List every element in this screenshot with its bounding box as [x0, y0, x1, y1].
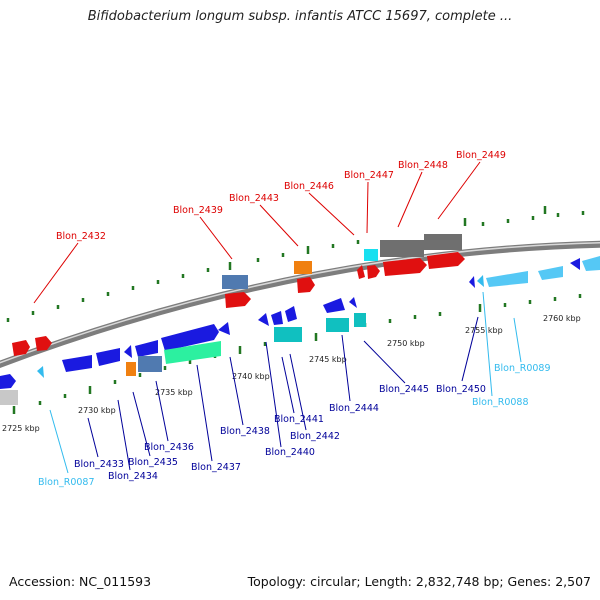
outer-scale-major-ticks	[228, 206, 547, 270]
gene-arrow	[570, 258, 580, 270]
gene-arrow	[383, 258, 427, 276]
gene-label-blon-r0088[interactable]: Blon_R0088	[472, 397, 529, 408]
gene-block	[126, 362, 136, 376]
gene-block	[354, 313, 366, 327]
gene-arrow	[538, 266, 563, 280]
gene-arrow	[297, 277, 315, 293]
gene-block	[138, 356, 162, 372]
gene-arrow	[96, 348, 120, 366]
gene-label-blon-2448[interactable]: Blon_2448	[398, 160, 448, 171]
gene-label-blon-2434[interactable]: Blon_2434	[108, 471, 158, 482]
gene-label-blon-2443[interactable]: Blon_2443	[229, 193, 279, 204]
gene-arrow	[427, 252, 465, 269]
gene-label-blon-r0089[interactable]: Blon_R0089	[494, 363, 551, 374]
gene-arrow	[367, 265, 380, 279]
gene-label-blon-2446[interactable]: Blon_2446	[284, 181, 334, 192]
scale-label: 2730 kbp	[78, 406, 116, 415]
gene-arrow	[218, 322, 230, 335]
scale-label: 2745 kbp	[309, 355, 347, 364]
accession-text: Accession: NC_011593	[9, 574, 152, 589]
gene-label-blon-2440[interactable]: Blon_2440	[265, 447, 315, 458]
gene-label-blon-r0087[interactable]: Blon_R0087	[38, 477, 95, 488]
scale-label: 2740 kbp	[232, 372, 270, 381]
gene-block	[274, 327, 302, 342]
gene-label-blon-2436[interactable]: Blon_2436	[144, 442, 194, 453]
forward-strand-genes	[12, 234, 465, 356]
gene-arrow	[35, 336, 52, 351]
gene-block	[380, 240, 424, 257]
scale-label: 2755 kbp	[465, 326, 503, 335]
gene-block	[0, 390, 18, 405]
gene-arrow	[285, 306, 297, 322]
gene-arrow	[62, 355, 92, 372]
gene-arrow	[161, 324, 219, 351]
scale-label: 2725 kbp	[2, 424, 40, 433]
gene-block	[364, 249, 378, 261]
gene-arrow	[349, 297, 357, 308]
gene-block	[294, 261, 312, 274]
gene-arrow	[486, 271, 528, 287]
gene-arrow	[12, 340, 30, 356]
gene-arrow	[323, 298, 345, 313]
gene-label-blon-2442[interactable]: Blon_2442	[290, 431, 340, 442]
gene-label-blon-2437[interactable]: Blon_2437	[191, 462, 241, 473]
gene-label-blon-2441[interactable]: Blon_2441	[274, 414, 324, 425]
gene-label-blon-2450[interactable]: Blon_2450	[436, 384, 486, 395]
map-title: Bifidobacterium longum subsp. infantis A…	[87, 9, 513, 24]
gene-label-blon-2445[interactable]: Blon_2445	[379, 384, 429, 395]
gene-label-blon-2435[interactable]: Blon_2435	[128, 457, 178, 468]
gene-label-blon-2433[interactable]: Blon_2433	[74, 459, 124, 470]
gene-block	[222, 275, 248, 289]
leader-lines-top	[33, 161, 481, 304]
gene-arrow	[37, 366, 44, 378]
inner-scale-major-ticks	[12, 304, 482, 414]
genome-summary-text: Topology: circular; Length: 2,832,748 bp…	[247, 574, 591, 589]
gene-arrow	[477, 275, 484, 287]
scale-label: 2750 kbp	[387, 339, 425, 348]
scale-label: 2735 kbp	[155, 388, 193, 397]
reverse-strand-genes	[0, 256, 600, 405]
genome-backbone	[0, 240, 600, 368]
inner-scale-ring	[38, 294, 582, 405]
gene-arrow	[469, 276, 475, 288]
gene-label-blon-2432[interactable]: Blon_2432	[56, 231, 106, 242]
gene-block	[164, 341, 221, 364]
gene-arrow	[258, 313, 269, 326]
gene-arrow	[357, 265, 365, 279]
gene-label-blon-2438[interactable]: Blon_2438	[220, 426, 270, 437]
gene-label-blon-2447[interactable]: Blon_2447	[344, 170, 394, 181]
gene-arrow	[124, 345, 132, 358]
gene-arrow	[225, 292, 251, 308]
gene-arrow	[271, 311, 283, 325]
gene-arrow	[582, 256, 600, 271]
gene-label-blon-2444[interactable]: Blon_2444	[329, 403, 379, 414]
gene-arrow	[0, 374, 16, 389]
outer-scale-ring	[6, 211, 585, 322]
gene-block	[326, 318, 349, 332]
gene-arrow	[135, 340, 158, 357]
scale-label: 2760 kbp	[543, 314, 581, 323]
gene-label-blon-2449[interactable]: Blon_2449	[456, 150, 506, 161]
gene-label-blon-2439[interactable]: Blon_2439	[173, 205, 223, 216]
gene-block	[424, 234, 462, 250]
leader-lines-bottom	[49, 291, 522, 474]
